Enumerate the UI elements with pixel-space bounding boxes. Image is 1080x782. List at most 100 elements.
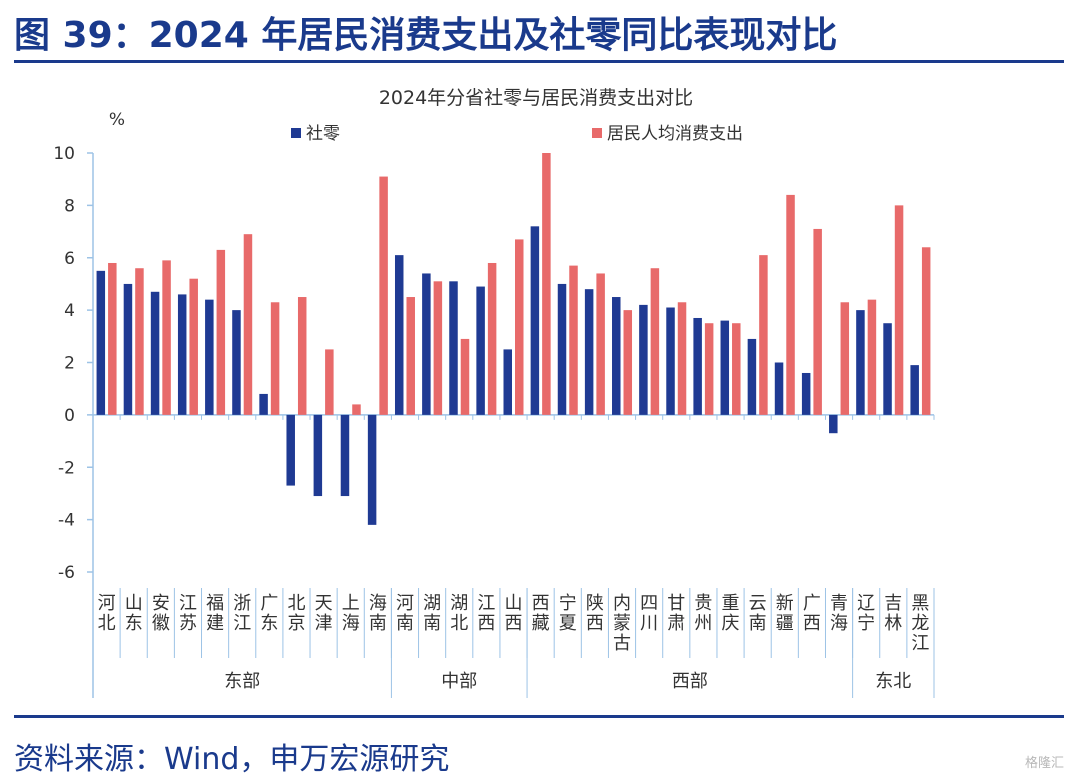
bar-consumption-27: [840, 302, 850, 415]
svg-text:南: 南: [749, 613, 767, 634]
bar-consumption-20: [650, 268, 660, 415]
bar-retail-6: [259, 393, 268, 415]
bar-retail-14: [476, 286, 485, 415]
category-label: 重庆: [722, 593, 740, 634]
category-label: 天津: [315, 593, 333, 634]
svg-text:河: 河: [98, 593, 116, 614]
svg-text:吉: 吉: [884, 593, 902, 614]
bar-retail-13: [449, 281, 458, 415]
category-label: 陕西: [586, 593, 604, 634]
y-tick-label: 10: [53, 144, 75, 164]
source-note: 资料来源：Wind，申万宏源研究: [14, 742, 450, 777]
category-label: 广西: [803, 593, 821, 634]
svg-text:藏: 藏: [532, 613, 550, 634]
bars: [96, 153, 931, 525]
svg-text:南: 南: [396, 613, 414, 634]
bar-consumption-12: [433, 281, 443, 415]
bar-retail-25: [774, 362, 784, 415]
category-label: 辽宁: [857, 593, 875, 634]
svg-text:州: 州: [694, 613, 712, 634]
category-label: 浙江: [233, 593, 251, 634]
svg-text:福: 福: [206, 593, 224, 614]
svg-text:江: 江: [911, 633, 929, 654]
group-label: 东部: [224, 671, 260, 692]
legend: 社零 居民人均消费支出: [291, 124, 743, 144]
y-tick-label: -2: [58, 458, 75, 478]
bar-consumption-0: [108, 262, 117, 415]
svg-text:海: 海: [369, 593, 387, 614]
category-label: 湖南: [423, 593, 441, 634]
y-tick-label: 6: [64, 249, 75, 269]
category-label: 青海: [830, 593, 848, 634]
svg-text:辽: 辽: [857, 593, 875, 614]
svg-text:苏: 苏: [179, 613, 197, 634]
svg-text:河: 河: [396, 593, 414, 614]
y-tick-label: -6: [58, 563, 75, 583]
category-label: 西藏: [532, 593, 550, 634]
bar-retail-20: [639, 304, 648, 415]
svg-text:宁: 宁: [857, 613, 875, 634]
bar-consumption-9: [352, 404, 361, 415]
bar-retail-2: [150, 291, 160, 415]
svg-text:广: 广: [803, 593, 821, 614]
svg-text:西: 西: [586, 613, 604, 634]
bar-retail-28: [856, 310, 865, 415]
bar-retail-15: [503, 349, 512, 415]
footer-rule: [14, 715, 1064, 718]
category-label: 四川: [640, 593, 658, 634]
svg-text:甘: 甘: [667, 593, 685, 614]
svg-text:京: 京: [287, 613, 305, 634]
bar-consumption-7: [297, 297, 307, 415]
svg-text:东: 东: [125, 613, 143, 634]
bar-retail-16: [530, 226, 540, 415]
bar-retail-9: [340, 414, 350, 497]
svg-text:南: 南: [423, 613, 441, 634]
bar-consumption-11: [406, 297, 415, 415]
bar-consumption-13: [460, 338, 470, 415]
bar-retail-30: [910, 365, 919, 415]
svg-text:四: 四: [640, 593, 658, 614]
svg-text:浙: 浙: [233, 593, 251, 614]
svg-text:广: 广: [260, 593, 278, 614]
category-labels: 河北山东安徽江苏福建浙江广东北京天津上海海南河南湖南湖北江西山西西藏宁夏陕西内蒙…: [98, 593, 930, 654]
legend-swatch-consumption: [592, 128, 602, 138]
svg-text:龙: 龙: [911, 613, 929, 634]
svg-text:西: 西: [532, 593, 550, 614]
chart-title: 2024年分省社零与居民消费支出对比: [379, 87, 693, 109]
svg-text:夏: 夏: [559, 613, 577, 634]
legend-label-consumption: 居民人均消费支出: [607, 124, 743, 144]
svg-text:建: 建: [206, 613, 224, 634]
svg-text:北: 北: [287, 593, 305, 614]
svg-text:山: 山: [505, 593, 523, 614]
svg-text:江: 江: [477, 593, 495, 614]
svg-text:湖: 湖: [450, 593, 468, 614]
bar-retail-5: [232, 310, 241, 415]
bar-retail-10: [367, 414, 377, 525]
category-label: 广东: [260, 593, 278, 634]
bar-consumption-1: [135, 268, 144, 415]
bar-consumption-24: [759, 255, 768, 415]
bar-retail-19: [612, 297, 621, 415]
bar-retail-21: [666, 307, 675, 415]
svg-text:海: 海: [342, 613, 360, 634]
svg-text:疆: 疆: [776, 613, 794, 634]
bar-retail-22: [693, 317, 702, 415]
svg-text:宁: 宁: [559, 593, 577, 614]
bar-retail-24: [747, 338, 757, 415]
category-label: 吉林: [884, 593, 902, 634]
svg-text:北: 北: [450, 613, 468, 634]
category-label: 北京: [287, 593, 305, 634]
svg-text:古: 古: [613, 633, 631, 654]
svg-text:西: 西: [803, 613, 821, 634]
bar-consumption-30: [921, 247, 931, 415]
bar-consumption-22: [704, 323, 714, 415]
bar-retail-1: [123, 283, 133, 415]
svg-text:湖: 湖: [423, 593, 441, 614]
svg-text:江: 江: [233, 613, 251, 634]
category-label: 黑龙江: [911, 593, 929, 654]
svg-text:西: 西: [505, 613, 523, 634]
svg-text:蒙: 蒙: [613, 613, 631, 634]
category-label: 宁夏: [559, 593, 577, 634]
svg-text:东: 东: [260, 613, 278, 634]
y-axis-unit: %: [109, 110, 125, 130]
